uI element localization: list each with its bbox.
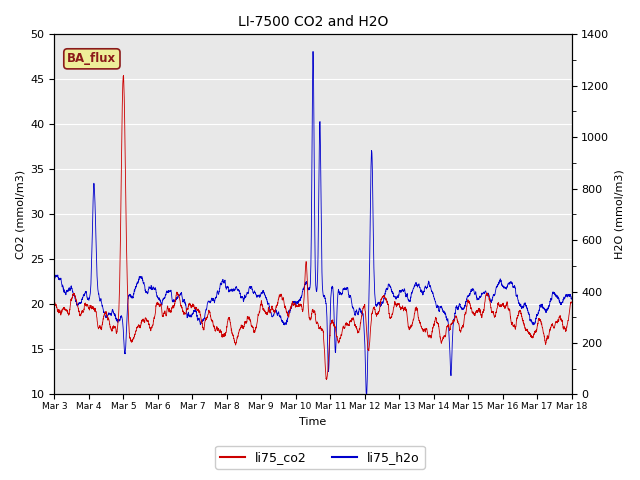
Y-axis label: CO2 (mmol/m3): CO2 (mmol/m3): [15, 170, 25, 259]
X-axis label: Time: Time: [300, 417, 326, 427]
Legend: li75_co2, li75_h2o: li75_co2, li75_h2o: [215, 446, 425, 469]
Y-axis label: H2O (mmol/m3): H2O (mmol/m3): [615, 169, 625, 259]
Text: BA_flux: BA_flux: [67, 52, 116, 65]
Title: LI-7500 CO2 and H2O: LI-7500 CO2 and H2O: [238, 15, 388, 29]
